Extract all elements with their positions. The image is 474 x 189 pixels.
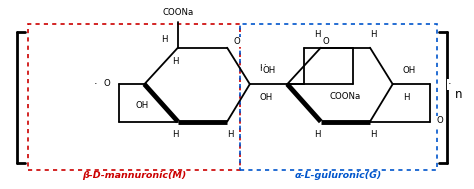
Text: H: H: [172, 57, 178, 66]
Text: O: O: [322, 37, 329, 46]
Text: H: H: [403, 93, 410, 102]
Text: H: H: [172, 130, 178, 139]
Text: H: H: [259, 64, 266, 73]
Text: OH: OH: [136, 101, 149, 110]
Text: H: H: [370, 30, 376, 39]
Text: ·: ·: [448, 79, 452, 89]
Text: OH: OH: [403, 66, 416, 75]
Text: H: H: [370, 130, 376, 139]
Text: OH: OH: [263, 66, 276, 75]
Text: H: H: [315, 30, 321, 39]
Text: O: O: [234, 37, 240, 46]
Text: H: H: [315, 130, 321, 139]
Text: n: n: [455, 88, 463, 101]
Text: COONa: COONa: [330, 92, 361, 101]
Text: COONa: COONa: [162, 8, 193, 17]
Text: ·: ·: [93, 79, 97, 89]
Text: OH: OH: [260, 93, 273, 102]
Text: H: H: [227, 130, 233, 139]
Text: O: O: [103, 79, 110, 88]
Text: β-D-mannuronic(M): β-D-mannuronic(M): [82, 171, 187, 180]
Text: α-L-guluronic(G): α-L-guluronic(G): [295, 171, 382, 180]
Text: O: O: [437, 116, 443, 125]
Text: H: H: [161, 35, 167, 44]
